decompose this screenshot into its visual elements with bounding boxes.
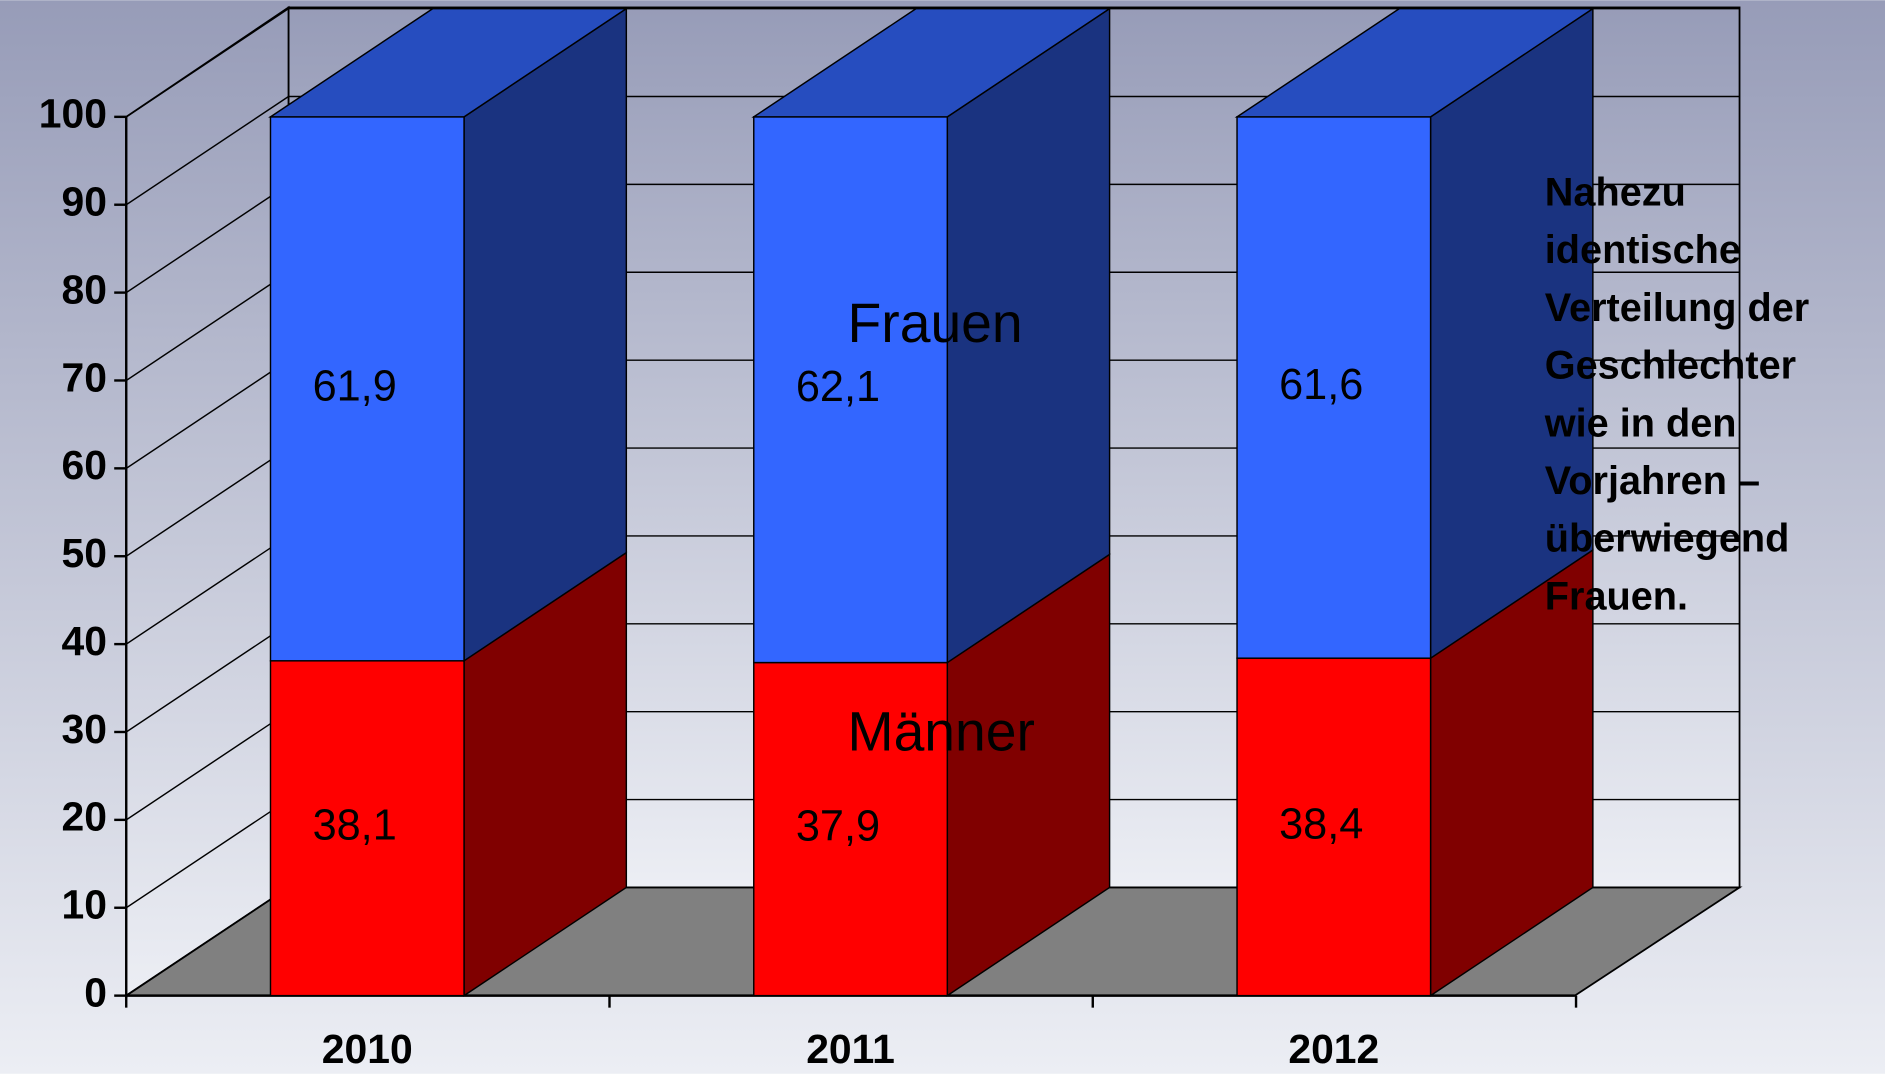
grid-line (125, 798, 289, 909)
annotation: Frauen. (1545, 574, 1688, 618)
y-tick-label: 20 (62, 794, 107, 840)
y-tick-label: 50 (62, 530, 107, 576)
grid-line (125, 447, 289, 557)
series-label: Frauen (848, 292, 1023, 354)
grid-line (125, 95, 289, 206)
bar (269, 116, 465, 662)
x-tick-label: 2011 (806, 1026, 895, 1072)
x-tick-label: 2010 (322, 1026, 413, 1072)
bar-top (268, 7, 629, 118)
bar-side (463, 7, 628, 663)
annotation: Vorjahren – (1545, 459, 1760, 503)
grid-line (125, 271, 289, 382)
bar (1236, 116, 1432, 659)
grid-line (125, 8, 289, 118)
y-tick-label: 70 (62, 354, 107, 400)
annotation: Geschlechter (1545, 344, 1796, 388)
grid-line (125, 183, 289, 294)
value-label: 61,9 (313, 362, 397, 410)
value-label: 62,1 (796, 363, 880, 411)
y-tick-label: 30 (62, 706, 107, 752)
grid-line (125, 359, 289, 469)
annotation: Nahezu (1545, 170, 1686, 214)
y-tick-label: 0 (84, 969, 107, 1015)
y-tick-label: 90 (62, 179, 107, 225)
y-tick-label: 80 (62, 266, 107, 312)
annotation: Verteilung der (1545, 286, 1809, 330)
grid-line (125, 711, 289, 821)
value-label: 38,4 (1279, 800, 1363, 848)
bar (753, 116, 949, 664)
x-tick-label: 2012 (1288, 1026, 1379, 1072)
value-label: 61,6 (1279, 361, 1363, 409)
value-label: 38,1 (313, 802, 397, 850)
bar-top (1234, 7, 1596, 118)
y-tick-label: 100 (39, 91, 107, 137)
y-tick-label: 10 (62, 882, 107, 928)
annotation: identische (1545, 228, 1741, 272)
y-tick-label: 40 (62, 618, 107, 664)
annotation: wie in den (1544, 401, 1737, 445)
bar-side (1429, 7, 1594, 660)
bar-top (751, 7, 1112, 118)
bar (1236, 657, 1432, 997)
series-label: Männer (848, 701, 1035, 763)
value-label: 37,9 (796, 803, 880, 851)
bar (753, 661, 949, 997)
grid-line (125, 623, 289, 733)
y-tick-label: 60 (62, 442, 107, 488)
grid-line (125, 886, 289, 997)
grid-line (125, 535, 289, 645)
annotation: überwiegend (1545, 517, 1790, 561)
bar (269, 660, 465, 997)
